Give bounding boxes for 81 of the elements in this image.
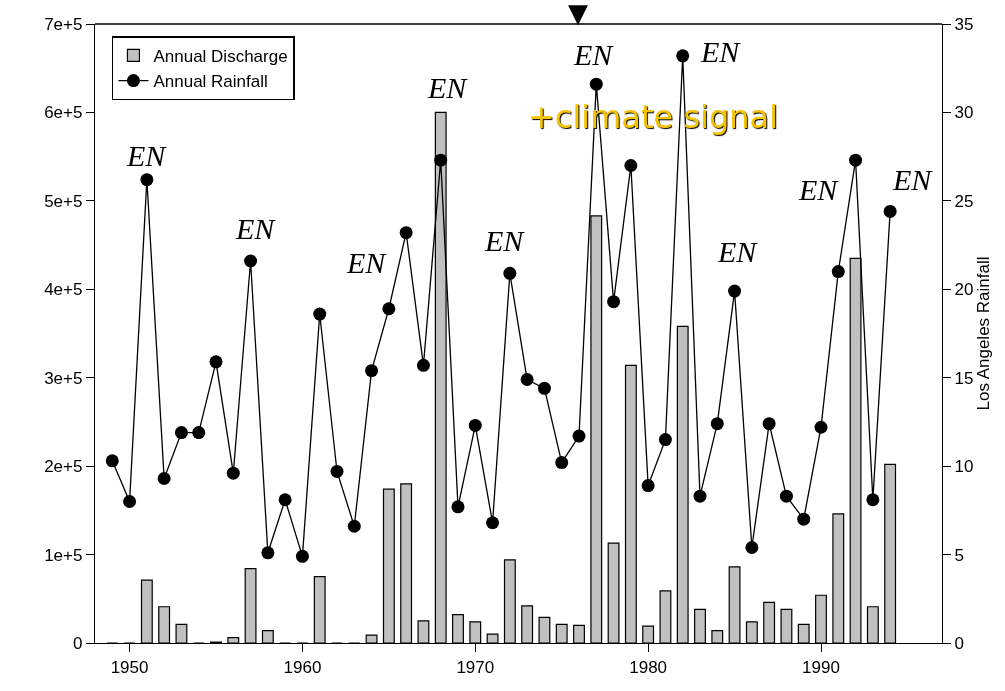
point [434, 153, 448, 167]
point [814, 420, 828, 434]
point [416, 358, 430, 372]
annotation: EN [427, 71, 469, 104]
point [762, 417, 776, 431]
point [849, 153, 863, 167]
y-tick-label: 2e+5 [44, 457, 83, 477]
point [728, 284, 742, 298]
point [123, 495, 137, 508]
annotation: EN [573, 38, 615, 71]
point [174, 426, 188, 440]
point [157, 472, 171, 486]
x-tick-label: 1970 [456, 657, 495, 677]
annotation: EN [484, 224, 526, 257]
x-tick-label: 1990 [802, 657, 840, 677]
x-tick-label: 1960 [283, 657, 322, 677]
point [468, 418, 482, 432]
legend-label: Annual Rainfall [153, 72, 268, 92]
point [105, 454, 119, 468]
point [883, 204, 897, 218]
point [710, 417, 724, 431]
annotation: EN [235, 212, 277, 245]
point [624, 158, 638, 172]
point [347, 519, 361, 533]
y2-tick-label: 0 [954, 633, 965, 653]
y-tick-label: 5e+5 [44, 191, 83, 211]
point [226, 466, 240, 480]
point [589, 77, 603, 91]
annotation: EN [717, 235, 759, 268]
y-tick-label: 6e+5 [44, 103, 83, 123]
y-tick-label: 4e+5 [44, 280, 83, 300]
point [209, 355, 223, 369]
point [779, 489, 793, 503]
y-tick-label: 0 [72, 633, 83, 653]
y2-tick-label: 10 [954, 457, 974, 477]
point [797, 512, 811, 526]
point [520, 372, 534, 386]
annotation: EN [798, 173, 840, 206]
point [607, 295, 621, 309]
annotation: EN [700, 35, 742, 68]
point [295, 549, 309, 563]
point [140, 173, 154, 187]
point [572, 429, 586, 443]
annotation: EN [892, 163, 934, 196]
point [831, 265, 845, 279]
x-tick-label: 1950 [110, 657, 149, 677]
point [244, 254, 258, 268]
y2-tick-label: 15 [954, 368, 974, 388]
point [503, 266, 517, 280]
point [399, 226, 413, 240]
y2-tick-label: 25 [954, 191, 974, 211]
y2-axis-title: Los Angeles Rainfall [973, 256, 993, 411]
point [537, 381, 551, 395]
point [382, 302, 396, 316]
point [451, 500, 465, 514]
x-tick-label: 1980 [629, 657, 668, 677]
annotation: EN [346, 246, 388, 279]
point [365, 364, 379, 378]
annotation: EN [126, 139, 168, 172]
y2-tick-label: 5 [954, 545, 965, 565]
point [192, 426, 206, 440]
point [693, 489, 707, 503]
point [555, 456, 569, 470]
point [641, 479, 655, 493]
legend-label: Annual Discharge [153, 47, 288, 67]
point [745, 541, 759, 554]
y2-tick-label: 35 [954, 14, 974, 34]
point [486, 516, 500, 530]
y2-tick-label: 20 [954, 280, 974, 300]
point [261, 546, 275, 560]
annotation: ▼ [568, 0, 588, 28]
y-tick-label: 3e+5 [44, 368, 83, 388]
y2-tick-label: 30 [954, 103, 974, 123]
point [866, 493, 880, 507]
point [278, 493, 292, 507]
point [658, 433, 672, 447]
y-tick-label: 1e+5 [44, 545, 83, 565]
point [676, 49, 690, 63]
point [313, 307, 327, 321]
point [330, 464, 344, 478]
y-tick-label: 7e+5 [44, 14, 83, 34]
